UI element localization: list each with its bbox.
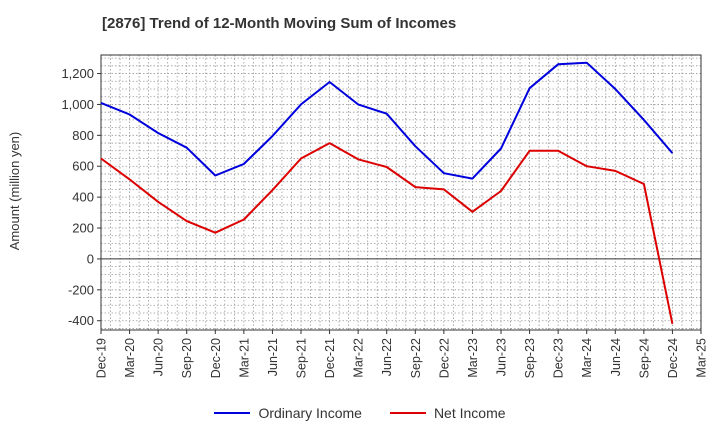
x-tick-label: Mar-20 [123, 338, 137, 378]
legend-item-ordinary-income: Ordinary Income [214, 405, 362, 421]
chart-title: [2876] Trend of 12-Month Moving Sum of I… [102, 15, 457, 32]
axes [100, 54, 702, 331]
legend-swatch-net-income [389, 412, 426, 414]
legend: Ordinary Income Net Income [0, 405, 720, 421]
x-tick-label: Mar-25 [695, 338, 709, 378]
x-tick-label: Jun-23 [495, 338, 509, 376]
x-tick-label: Sep-24 [637, 338, 651, 378]
y-tick-label: -400 [68, 313, 94, 328]
x-tick-label: Jun-20 [152, 338, 166, 376]
x-tick-label: Sep-22 [409, 338, 423, 378]
x-tick-label: Jun-21 [266, 338, 280, 376]
x-tick-label: Sep-23 [523, 338, 537, 378]
x-tick-label: Sep-21 [295, 338, 309, 378]
x-tick-label: Dec-20 [209, 338, 223, 378]
x-tick-label: Mar-22 [352, 338, 366, 378]
y-axis-label: Amount (million yen) [7, 132, 22, 251]
x-tick-label: Jun-24 [609, 338, 623, 376]
x-tick-label: Mar-21 [237, 338, 251, 378]
x-tick-label: Dec-19 [95, 338, 109, 378]
x-tick-label: Sep-20 [180, 338, 194, 378]
x-tick-label: Dec-21 [323, 338, 337, 378]
legend-label-net-income: Net Income [433, 405, 506, 421]
y-tick-label: -200 [68, 282, 94, 297]
y-tick-label: 200 [72, 221, 94, 236]
x-tick-label: Jun-22 [380, 338, 394, 376]
series-line-ordinary-income [100, 61, 674, 180]
x-tick-label: Mar-23 [466, 338, 480, 378]
legend-label-ordinary-income: Ordinary Income [258, 405, 362, 421]
series-line-net-income [100, 142, 674, 324]
y-tick-label: 600 [72, 159, 94, 174]
x-ticks: Dec-19 Mar-20 Jun-20 Sep-20 Dec-20 Mar-21 Jun-… [95, 330, 709, 378]
legend-swatch-ordinary-income [214, 412, 251, 414]
series-lines [100, 61, 674, 324]
y-tick-label: 1,200 [61, 66, 94, 81]
y-tick-label: 1,000 [61, 97, 94, 112]
grid [101, 55, 701, 330]
legend-item-net-income: Net Income [389, 405, 506, 421]
x-tick-label: Dec-23 [552, 338, 566, 378]
y-tick-label: 800 [72, 128, 94, 143]
y-ticks: -400 -200 0 200 400 600 800 1,000 1,200 [61, 66, 101, 328]
y-tick-label: 400 [72, 190, 94, 205]
plot-frame [100, 54, 702, 331]
y-tick-label: 0 [87, 251, 94, 266]
x-tick-label: Dec-22 [437, 338, 451, 378]
x-tick-label: Mar-24 [580, 338, 594, 378]
x-tick-label: Dec-24 [666, 338, 680, 378]
